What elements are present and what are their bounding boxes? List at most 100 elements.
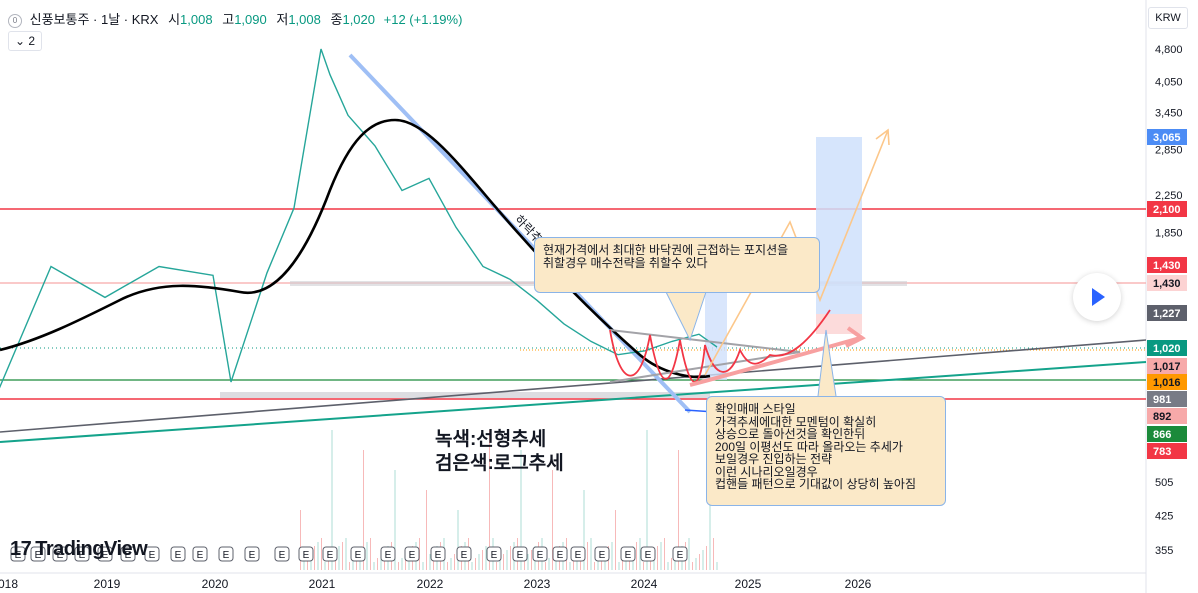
earnings-marker-label: E (15, 550, 22, 561)
volume-bar (622, 558, 623, 570)
volume-bar (674, 554, 676, 570)
volume-bar (660, 542, 662, 570)
currency-label[interactable]: KRW (1148, 7, 1188, 29)
low-label: 저 (276, 12, 289, 27)
high-value: 1,090 (234, 12, 267, 27)
earnings-marker (380, 546, 396, 562)
earnings-marker-label: E (575, 550, 582, 561)
price-axis-badge-label: 1,016 (1153, 377, 1181, 389)
volume-bar (611, 542, 613, 570)
earnings-marker (350, 546, 366, 562)
volume-bar (618, 562, 620, 570)
price-axis-badge (1147, 443, 1187, 459)
volume-bar (625, 554, 627, 570)
volume-bar (706, 546, 707, 570)
volume-bar (713, 538, 714, 570)
volume-bar (510, 546, 511, 570)
earnings-marker (218, 546, 234, 562)
earnings-marker (97, 546, 113, 562)
earnings-marker-label: E (327, 550, 334, 561)
volume-bar (548, 558, 550, 570)
projection-box-small (705, 283, 727, 380)
x-tick-label: 018 (0, 577, 18, 591)
earnings-marker-label: E (537, 550, 544, 561)
volume-bar (394, 470, 396, 570)
volume-bar (380, 554, 382, 570)
y-tick-label: 355 (1155, 545, 1173, 557)
volume-bar (545, 562, 546, 570)
price-axis-badge (1147, 426, 1187, 442)
volume-bar (667, 562, 669, 570)
earnings-marker (10, 546, 26, 562)
note-bottom-pointer (817, 329, 837, 397)
earnings-marker-label: E (461, 550, 468, 561)
volume-bar (576, 554, 578, 570)
volume-bar (482, 550, 483, 570)
low-value: 1,008 (288, 12, 321, 27)
earnings-marker (404, 546, 420, 562)
note-top[interactable]: 현재가격에서 최대한 바닥권에 근접하는 포지션을 취할경우 매수전략을 취할수… (534, 237, 820, 293)
y-tick-label: 425 (1155, 510, 1173, 522)
volume-bar (338, 546, 340, 570)
play-replay-button[interactable] (1073, 273, 1121, 321)
volume-bar (695, 558, 697, 570)
price-axis-badge (1147, 358, 1187, 374)
volume-bar (429, 554, 431, 570)
handle-triangle (609, 329, 801, 383)
earnings-marker-label: E (409, 550, 416, 561)
volume-bar (531, 550, 532, 570)
x-tick-label: 2019 (94, 577, 121, 591)
note-bottom[interactable]: 확인매매 스타일 가격추세에대한 모멘텀이 확실히 상승으로 돌아선것을 확인한… (706, 396, 946, 506)
earnings-marker-label: E (677, 550, 684, 561)
earnings-marker (74, 546, 90, 562)
earnings-marker (552, 546, 568, 562)
log-trend-line (0, 339, 1147, 433)
earnings-marker-label: E (149, 550, 156, 561)
tradingview-logo[interactable]: 17 TradingView (10, 538, 148, 561)
earnings-marker (298, 546, 314, 562)
volume-bar (345, 538, 347, 570)
note-top-pointer (659, 279, 711, 342)
price-axis-badge (1147, 275, 1187, 291)
earnings-marker (512, 546, 528, 562)
trend-legend-note: 녹색:선형추세 검은색:로그추세 (435, 429, 564, 474)
volume-bar (688, 538, 690, 570)
volume-bar (303, 558, 305, 570)
volume-bar (506, 550, 508, 570)
volume-bar (363, 450, 364, 570)
y-tick-label: 2,850 (1155, 144, 1183, 156)
price-axis-badge-label: 1,017 (1153, 361, 1181, 373)
volume-bar (664, 538, 665, 570)
earnings-marker (274, 546, 290, 562)
price-axis-badge (1147, 257, 1187, 273)
price-axis-badge-label: 1,020 (1153, 343, 1181, 355)
x-tick-label: 2025 (735, 577, 762, 591)
earnings-marker-label: E (385, 550, 392, 561)
close-label: 종 (330, 12, 343, 27)
volume-bar (356, 554, 357, 570)
y-tick-label: 1,850 (1155, 227, 1183, 239)
indicator-toggle-button[interactable]: ⌄ 2 (8, 31, 42, 51)
earnings-marker-label: E (303, 550, 310, 561)
scenario-arrow-pink (689, 336, 861, 387)
open-label: 시 (168, 12, 181, 27)
symbol-title[interactable]: 신풍보통주 · 1날 · KRX (29, 12, 159, 27)
volume-bar (373, 562, 375, 570)
volume-bar (405, 554, 406, 570)
y-tick-label: 505 (1155, 477, 1173, 489)
earnings-marker (594, 546, 610, 562)
x-tick-label: 2021 (309, 577, 336, 591)
volume-bar (709, 470, 711, 570)
price-axis-badge-label: 3,065 (1153, 132, 1181, 144)
price-series-line (0, 48, 718, 389)
y-tick-label: 3,450 (1155, 108, 1183, 120)
change-value: +12 (+1.19%) (383, 12, 463, 27)
earnings-marker (430, 546, 446, 562)
earnings-marker (532, 546, 548, 562)
volume-bar (594, 562, 595, 570)
earnings-marker (322, 546, 338, 562)
volume-bar (601, 554, 602, 570)
earnings-marker (170, 546, 186, 562)
volume-bar (300, 510, 301, 570)
